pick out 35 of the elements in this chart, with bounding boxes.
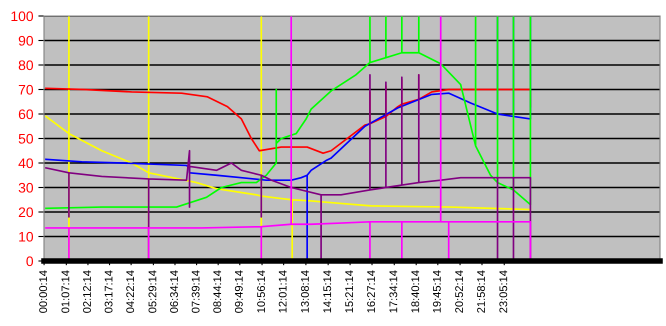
x-tick-label: 13:08:14 <box>301 270 309 312</box>
x-tick-label: 14:15:14 <box>323 270 332 312</box>
x-tick-label: 16:27:14 <box>367 270 375 312</box>
x-tick-label: 08:44:14 <box>213 270 222 313</box>
x-tick-label: 15:21:14 <box>345 270 354 312</box>
x-tick-label: 06:34:14 <box>170 270 178 313</box>
y-tick-label: 50 <box>18 134 34 144</box>
x-tick-label: 20:52:14 <box>455 270 464 313</box>
y-tick-label: 10 <box>19 232 34 242</box>
x-tick-label: 21:58:14 <box>477 270 485 313</box>
x-tick-label: 00:00:14 <box>39 270 48 313</box>
y-tick-label: 90 <box>18 36 34 46</box>
x-tick-label: 04:22:14 <box>126 270 134 313</box>
x-tick-label: 19:45:14 <box>432 270 441 312</box>
y-tick-label: 100 <box>11 11 34 22</box>
y-tick-label: 60 <box>18 109 34 120</box>
x-tick-label: 02:12:14 <box>83 270 91 313</box>
x-tick-label: 17:34:14 <box>389 270 398 312</box>
x-tick-label: 10:56:14 <box>257 270 266 312</box>
x-tick-label: 12:01:14 <box>278 270 287 312</box>
x-tick-label: 23:05:14 <box>499 270 508 313</box>
line-series <box>45 74 532 261</box>
y-tick-label: 70 <box>18 84 34 95</box>
y-tick-label: 0 <box>26 256 34 266</box>
y-tick-label: 30 <box>18 182 34 193</box>
x-tick-label: 05:29:14 <box>148 270 156 313</box>
y-tick-label: 80 <box>18 60 34 70</box>
line-series <box>45 16 532 210</box>
x-tick-label: 09:49:14 <box>234 270 243 313</box>
x-tick-label: 03:17:14 <box>104 270 113 313</box>
y-tick-label: 40 <box>18 158 34 168</box>
x-tick-label: 18:40:14 <box>411 270 420 312</box>
x-tick-label: 01:07:14 <box>61 270 70 313</box>
y-tick-label: 20 <box>18 207 34 218</box>
x-tick-label: 07:39:14 <box>192 270 200 313</box>
